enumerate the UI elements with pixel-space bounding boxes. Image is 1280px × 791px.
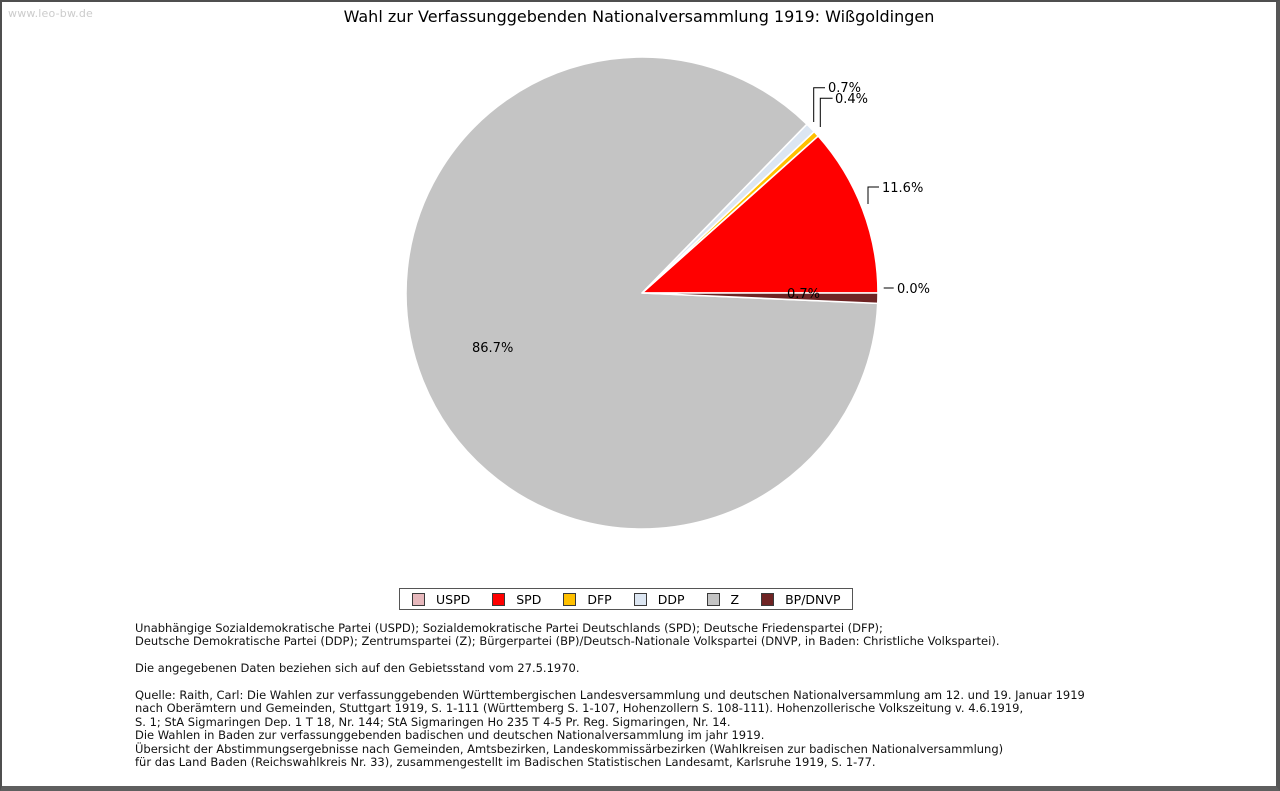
legend-swatch-bp-dnvp xyxy=(761,592,775,606)
legend-swatch-spd xyxy=(492,592,506,606)
pie-slice-spd xyxy=(641,135,879,294)
legend-label-uspd: USPD xyxy=(436,591,471,607)
footnote-line: Quelle: Raith, Carl: Die Wahlen zur verf… xyxy=(135,687,1085,702)
footnote-line: Die Wahlen in Baden zur verfassunggebend… xyxy=(135,728,765,743)
footnote-line: Deutsche Demokratische Partei (DDP); Zen… xyxy=(135,634,1000,649)
legend-item-z: Z xyxy=(706,591,740,607)
pie-outside-label: 0.4% xyxy=(835,92,868,107)
footnote-line: für das Land Baden (Reichswahlkreis Nr. … xyxy=(135,754,876,769)
watermark: www.leo-bw.de xyxy=(8,7,94,20)
legend-label-spd: SPD xyxy=(516,591,542,607)
footnote-line: nach Oberämtern und Gemeinden, Stuttgart… xyxy=(135,701,1024,716)
footnotes: Unabhängige Sozialdemokratische Partei (… xyxy=(135,621,1235,769)
pie-slice-bp-dnvp xyxy=(641,292,879,305)
legend-swatch-dfp xyxy=(563,592,577,606)
footnote-line xyxy=(135,676,1235,689)
legend-label-dfp: DFP xyxy=(587,591,612,607)
legend-swatch-uspd xyxy=(412,592,425,606)
pie-outside-label: 0.0% xyxy=(897,282,930,297)
pie-chart-svg: 86.7%0.7%0.7%0.4%11.6%0.0% xyxy=(405,56,930,530)
pie-inside-label: 86.7% xyxy=(472,341,513,356)
pie-label-leader-line xyxy=(813,87,825,122)
pie-label-leader-line xyxy=(819,97,833,127)
footnote-line: S. 1; StA Sigmaringen Dep. 1 T 18, Nr. 1… xyxy=(135,714,731,729)
legend-item-bp-dnvp: BP/DNVP xyxy=(761,592,840,607)
legend-item-ddp: DDP xyxy=(633,591,685,607)
legend-label-bp-dnvp: BP/DNVP xyxy=(785,591,841,607)
footnote-line: Übersicht der Abstimmungsergebnisse nach… xyxy=(135,741,1004,756)
legend-label-ddp: DDP xyxy=(657,591,685,607)
pie-inside-label: 0.7% xyxy=(787,287,820,302)
pie-outside-label: 11.6% xyxy=(882,181,923,196)
page-title: Wahl zur Verfassunggebenden Nationalvers… xyxy=(343,7,935,26)
legend-label-z: Z xyxy=(730,591,740,607)
legend-swatch-ddp xyxy=(633,592,647,606)
footnote-line: Die angegebenen Daten beziehen sich auf … xyxy=(135,661,580,676)
pie-label-leader-line xyxy=(867,186,879,204)
pie-outside-label: 0.7% xyxy=(828,81,861,96)
legend-swatch-z xyxy=(706,592,720,606)
legend-item-uspd: USPD xyxy=(412,592,470,607)
legend-item-spd: SPD xyxy=(492,592,541,607)
legend-item-dfp: DFP xyxy=(563,591,612,607)
footnote-line: Unabhängige Sozialdemokratische Partei (… xyxy=(135,621,883,635)
footnote-line xyxy=(135,649,1235,662)
legend: USPD SPD DFP DDP Z BP/DNVP xyxy=(399,588,854,610)
